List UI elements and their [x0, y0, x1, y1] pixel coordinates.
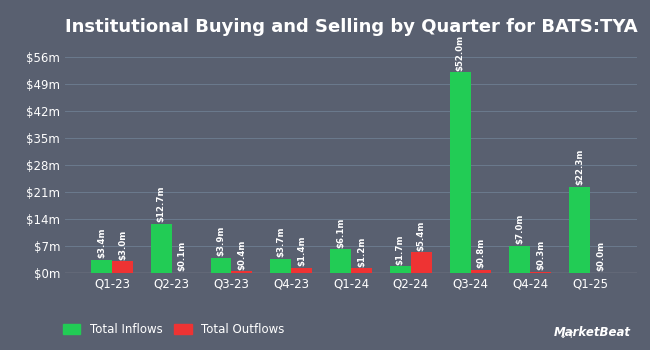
Bar — [91, 260, 112, 273]
Bar — [390, 266, 411, 273]
Bar — [471, 270, 491, 273]
Text: $0.4m: $0.4m — [237, 239, 246, 270]
Legend: Total Inflows, Total Outflows: Total Inflows, Total Outflows — [58, 318, 290, 341]
Text: $7.0m: $7.0m — [515, 214, 525, 244]
Text: $1.7m: $1.7m — [396, 234, 405, 265]
Title: Institutional Buying and Selling by Quarter for BATS:TYA: Institutional Buying and Selling by Quar… — [65, 18, 637, 36]
Bar — [211, 258, 231, 273]
Bar — [351, 268, 372, 273]
Text: ↓↑: ↓↑ — [559, 329, 575, 340]
Bar — [569, 187, 590, 273]
Bar — [231, 272, 252, 273]
Bar — [450, 72, 471, 273]
Text: $6.1m: $6.1m — [336, 218, 345, 248]
Text: $5.4m: $5.4m — [417, 220, 426, 251]
Bar — [291, 268, 312, 273]
Bar — [112, 261, 133, 273]
Text: $3.4m: $3.4m — [97, 228, 106, 258]
Text: $22.3m: $22.3m — [575, 149, 584, 186]
Text: $12.7m: $12.7m — [157, 186, 166, 223]
Text: MarketBeat: MarketBeat — [554, 327, 630, 340]
Bar — [330, 250, 351, 273]
Text: $0.1m: $0.1m — [177, 241, 187, 271]
Text: $1.2m: $1.2m — [357, 237, 366, 267]
Bar — [151, 224, 172, 273]
Text: $3.0m: $3.0m — [118, 230, 127, 260]
Bar — [530, 272, 551, 273]
Text: $52.0m: $52.0m — [456, 35, 465, 71]
Text: $1.4m: $1.4m — [297, 236, 306, 266]
Text: $0.3m: $0.3m — [536, 240, 545, 270]
Text: $0.0m: $0.0m — [596, 241, 605, 272]
Text: $3.7m: $3.7m — [276, 227, 285, 257]
Bar — [411, 252, 432, 273]
Bar — [510, 246, 530, 273]
Text: $3.9m: $3.9m — [216, 226, 226, 257]
Bar — [270, 259, 291, 273]
Text: $0.8m: $0.8m — [476, 238, 486, 268]
